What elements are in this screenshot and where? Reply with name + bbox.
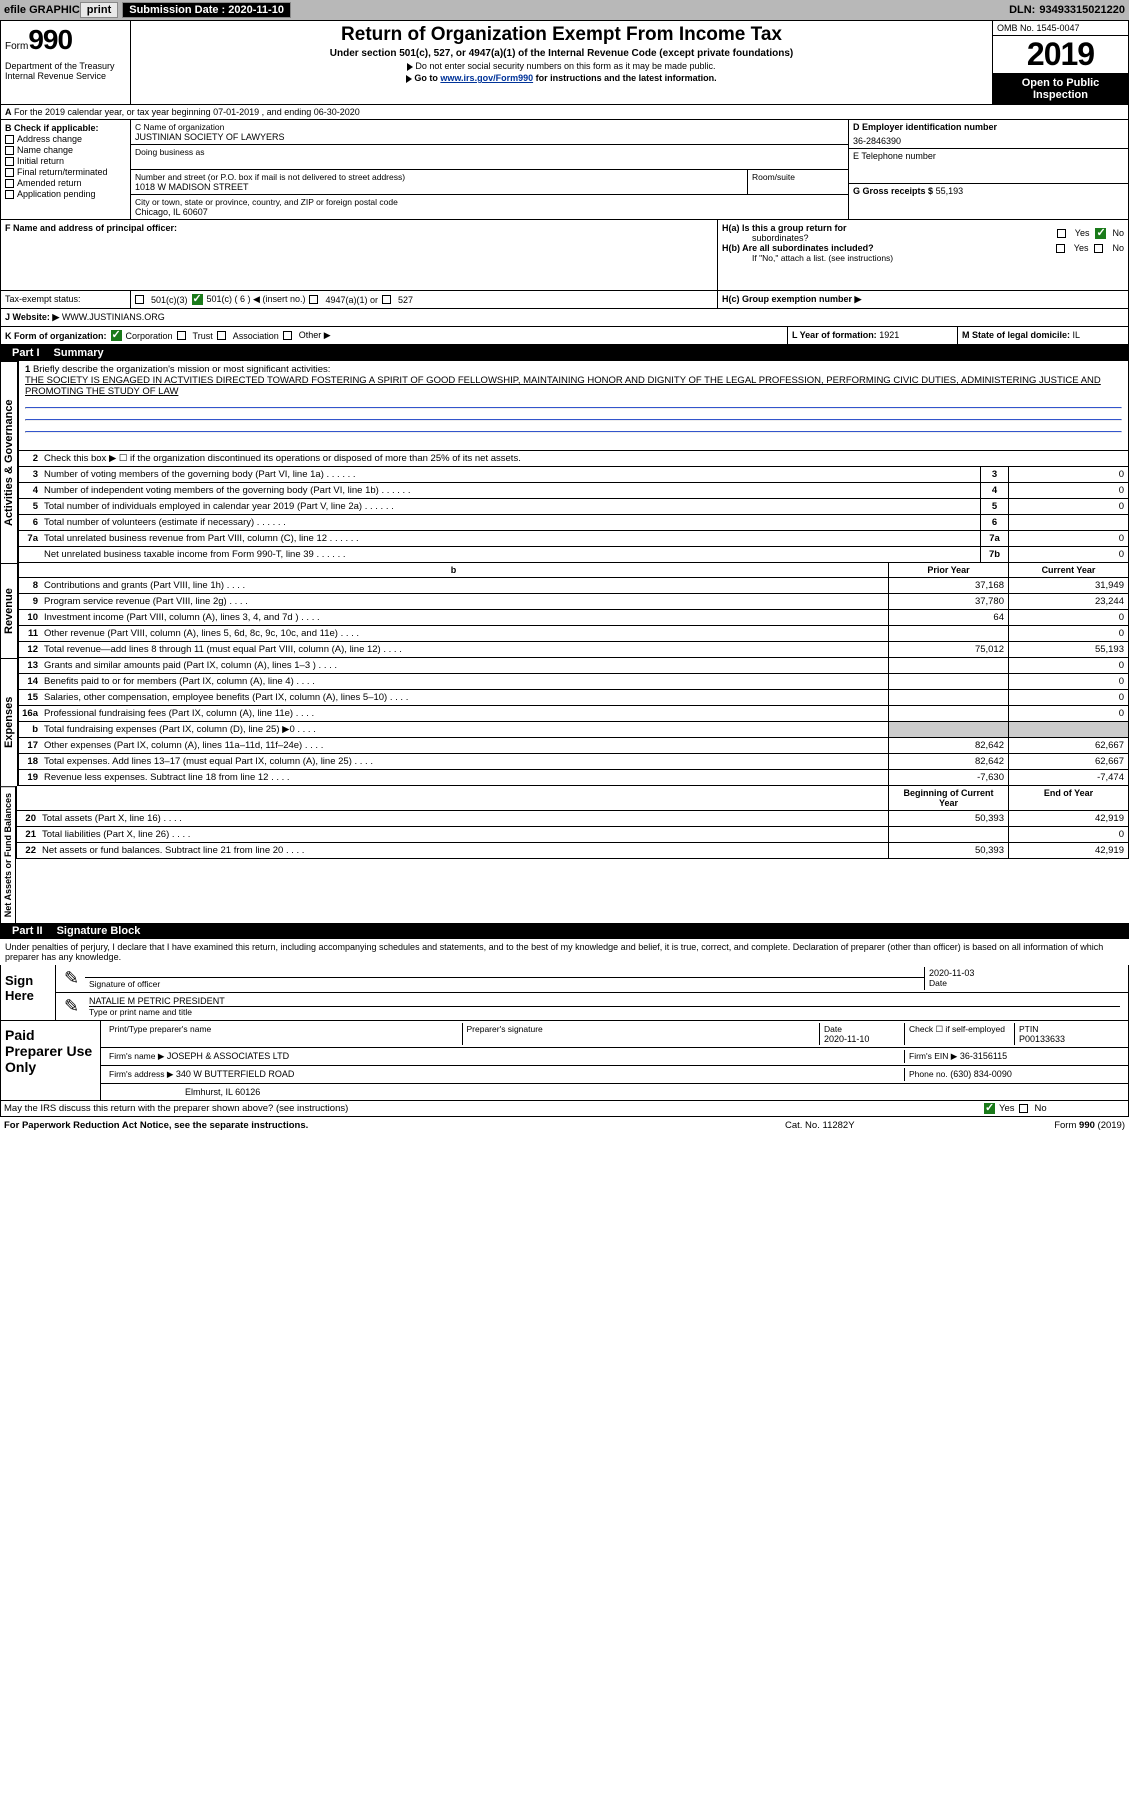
ptin: P00133633 xyxy=(1019,1034,1065,1044)
gross-receipts: 55,193 xyxy=(936,186,964,196)
part-2-header: Part II Signature Block xyxy=(0,923,1129,939)
table-row: 20Total assets (Part X, line 16) . . . .… xyxy=(16,811,1129,827)
table-row: 7aTotal unrelated business revenue from … xyxy=(18,531,1129,547)
activities-governance: Activities & Governance 1 Briefly descri… xyxy=(0,361,1129,563)
org-city: Chicago, IL 60607 xyxy=(135,207,844,217)
form-title: Return of Organization Exempt From Incom… xyxy=(137,24,986,46)
501c-checkbox[interactable] xyxy=(192,294,203,305)
omb-year-box: OMB No. 1545-0047 2019 Open to Public In… xyxy=(993,21,1128,104)
table-row: 9Program service revenue (Part VIII, lin… xyxy=(18,594,1129,610)
table-row: 3Number of voting members of the governi… xyxy=(18,467,1129,483)
table-row: 21Total liabilities (Part X, line 26) . … xyxy=(16,827,1129,843)
section-bcd: B Check if applicable: Address changeNam… xyxy=(0,120,1129,220)
discuss-with-preparer: May the IRS discuss this return with the… xyxy=(0,1101,1129,1117)
row-a-tax-year: A For the 2019 calendar year, or tax yea… xyxy=(0,105,1129,120)
section-c: C Name of organization JUSTINIAN SOCIETY… xyxy=(131,120,848,219)
table-row: 5Total number of individuals employed in… xyxy=(18,499,1129,515)
table-row: 19Revenue less expenses. Subtract line 1… xyxy=(18,770,1129,786)
form-number-box: Form990 xyxy=(1,21,131,59)
ein: 36-2846390 xyxy=(853,136,1124,146)
open-to-public: Open to Public Inspection xyxy=(993,74,1128,104)
dept-box: Department of the Treasury Internal Reve… xyxy=(1,59,131,104)
section-i-tax-exempt: Tax-exempt status: 501(c)(3) 501(c) ( 6 … xyxy=(0,291,1129,309)
dln-value: 93493315021220 xyxy=(1039,4,1125,16)
org-name: JUSTINIAN SOCIETY OF LAWYERS xyxy=(135,132,844,142)
table-row: 12Total revenue—add lines 8 through 11 (… xyxy=(18,642,1129,658)
discuss-yes-checkbox[interactable] xyxy=(984,1103,995,1114)
irs-link[interactable]: www.irs.gov/Form990 xyxy=(440,73,533,83)
website-url: WWW.JUSTINIANS.ORG xyxy=(62,312,165,322)
submission-date-box: Submission Date : 2020-11-10 xyxy=(122,2,291,18)
corporation-checkbox[interactable] xyxy=(111,330,122,341)
table-row: 13Grants and similar amounts paid (Part … xyxy=(18,658,1129,674)
print-button[interactable]: print xyxy=(80,2,118,18)
table-row: Net unrelated business taxable income fr… xyxy=(18,547,1129,563)
table-row: 6Total number of volunteers (estimate if… xyxy=(18,515,1129,531)
table-row: 11Other revenue (Part VIII, column (A), … xyxy=(18,626,1129,642)
paid-preparer-block: Paid Preparer Use Only Print/Type prepar… xyxy=(0,1021,1129,1101)
hb-no-checkbox[interactable] xyxy=(1094,244,1103,253)
table-row: 16aProfessional fundraising fees (Part I… xyxy=(18,706,1129,722)
table-row: 14Benefits paid to or for members (Part … xyxy=(18,674,1129,690)
section-j-website: J Website: ▶ WWW.JUSTINIANS.ORG xyxy=(0,309,1129,327)
mission-text: THE SOCIETY IS ENGAGED IN ACTVITIES DIRE… xyxy=(25,375,1101,397)
section-d-e-g: D Employer identification number 36-2846… xyxy=(848,120,1128,219)
ha-yes-checkbox[interactable] xyxy=(1057,229,1066,238)
form-header: Form990 Department of the Treasury Inter… xyxy=(0,20,1129,105)
header-title-box: Return of Organization Exempt From Incom… xyxy=(131,21,993,104)
section-k-l-m: K Form of organization: Corporation Trus… xyxy=(0,327,1129,345)
firm-name: JOSEPH & ASSOCIATES LTD xyxy=(167,1051,289,1061)
discuss-no-checkbox[interactable] xyxy=(1019,1104,1028,1113)
net-assets-section: Net Assets or Fund Balances Beginning of… xyxy=(0,786,1129,923)
sign-here-block: Sign Here ✎ Signature of officer 2020-11… xyxy=(0,965,1129,1021)
expenses-section: Expenses 13Grants and similar amounts pa… xyxy=(0,658,1129,786)
part-1-header: Part I Summary xyxy=(0,345,1129,361)
section-f-h: F Name and address of principal officer:… xyxy=(0,220,1129,291)
table-row: 18Total expenses. Add lines 13–17 (must … xyxy=(18,754,1129,770)
table-row: 4Number of independent voting members of… xyxy=(18,483,1129,499)
ha-no-checkbox[interactable] xyxy=(1095,228,1106,239)
table-row: 10Investment income (Part VIII, column (… xyxy=(18,610,1129,626)
hb-yes-checkbox[interactable] xyxy=(1056,244,1065,253)
dln-label: DLN: xyxy=(1009,4,1035,16)
revenue-section: Revenue b Prior Year Current Year 8Contr… xyxy=(0,563,1129,658)
org-address: 1018 W MADISON STREET xyxy=(135,182,743,192)
officer-name: NATALIE M PETRIC PRESIDENT xyxy=(89,996,1120,1007)
table-row: bTotal fundraising expenses (Part IX, co… xyxy=(18,722,1129,738)
page-footer: For Paperwork Reduction Act Notice, see … xyxy=(0,1117,1129,1134)
section-h: H(a) Is this a group return forsubordina… xyxy=(718,220,1128,290)
table-row: 22Net assets or fund balances. Subtract … xyxy=(16,843,1129,859)
table-row: 8Contributions and grants (Part VIII, li… xyxy=(18,578,1129,594)
table-row: 15Salaries, other compensation, employee… xyxy=(18,690,1129,706)
efile-label: efile GRAPHIC xyxy=(4,4,80,16)
table-row: 17Other expenses (Part IX, column (A), l… xyxy=(18,738,1129,754)
perjury-declaration: Under penalties of perjury, I declare th… xyxy=(0,939,1129,965)
section-b: B Check if applicable: Address changeNam… xyxy=(1,120,131,219)
mission-box: 1 Briefly describe the organization's mi… xyxy=(18,361,1129,451)
top-bar: efile GRAPHIC print Submission Date : 20… xyxy=(0,0,1129,20)
